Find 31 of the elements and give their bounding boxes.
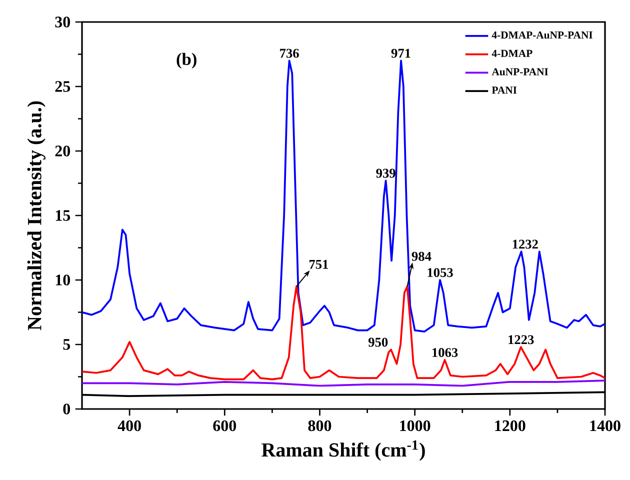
annotation: 1053 [428,268,453,278]
annotation: 1223 [508,335,534,344]
x-tick-label: 800 [308,420,332,432]
legend-label: PANI [492,86,517,94]
y-tick-label: 25 [55,81,70,92]
y-tick-label: 20 [55,146,70,156]
annotation: 1232 [512,240,538,249]
annotation: 1063 [432,348,458,358]
annotation: 939 [376,168,396,178]
annotation: (b) [176,52,196,69]
x-tick-label: 400 [118,420,141,432]
y-tick-label: 15 [56,210,70,221]
y-tick-label: 5 [63,339,70,350]
legend-label: AuNP-PANI [492,68,548,76]
legend-label: 4-DMAP-AuNP-PANI [492,31,592,39]
legend-label: 4-DMAP [492,50,532,57]
annotation: 984 [412,252,432,261]
x-tick-label: 1000 [400,420,430,432]
y-axis-title: Normalized Intensity (a.u.) [27,101,46,330]
line-series [82,286,606,380]
y-tick-label: 10 [56,274,70,286]
x-tick-label: 600 [213,420,236,432]
annotation: 950 [368,338,388,347]
x-axis-title: Raman Shift (cm$^{-1}$) [262,440,425,461]
x-tick-label: 1200 [495,420,526,432]
annotation: 971 [391,48,410,58]
y-tick-label: 0 [63,404,70,414]
annotation: 736 [280,48,299,58]
x-tick-label: 1400 [590,420,620,432]
annotation: 751 [309,260,328,269]
y-tick-label: 30 [55,16,70,28]
